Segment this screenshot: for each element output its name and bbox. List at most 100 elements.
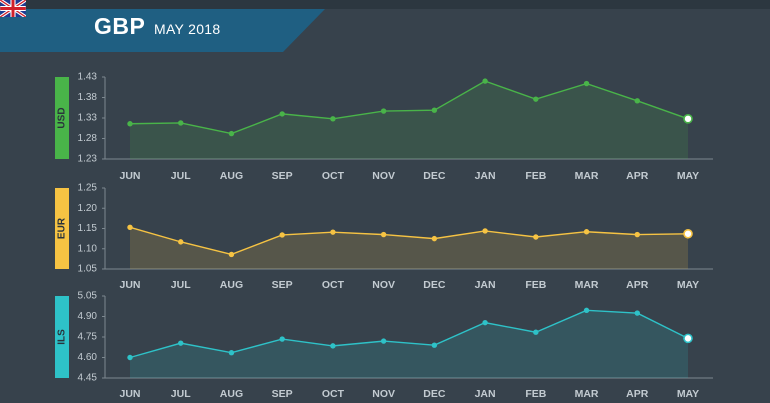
- period-label: MAY 2018: [154, 21, 221, 37]
- x-tick-label: JAN: [475, 170, 496, 182]
- data-point: [533, 234, 539, 240]
- data-point: [583, 229, 590, 235]
- series-tab: [55, 77, 69, 159]
- data-point: [330, 116, 336, 122]
- data-point-latest: [683, 228, 693, 239]
- y-tick-label: 1.10: [78, 243, 98, 254]
- x-tick-label: MAY: [677, 170, 699, 182]
- x-tick-label: APR: [626, 388, 649, 400]
- data-point-latest: [683, 333, 693, 344]
- x-tick-label: JUN: [119, 279, 140, 291]
- data-point: [482, 78, 488, 84]
- y-tick-label: 1.28: [78, 133, 98, 144]
- series-tab: [55, 296, 69, 378]
- x-tick-label: FEB: [525, 279, 546, 291]
- x-tick-label: JUL: [171, 388, 191, 400]
- y-tick-label: 4.75: [78, 332, 98, 343]
- data-point: [431, 107, 438, 113]
- x-tick-label: MAY: [677, 279, 699, 291]
- data-point: [127, 224, 133, 230]
- y-tick-label: 1.15: [78, 223, 98, 234]
- series-line: [129, 226, 689, 256]
- series-line: [129, 309, 689, 359]
- y-tick-label: 1.33: [78, 113, 98, 124]
- top-band: [0, 0, 770, 9]
- data-point: [228, 130, 235, 137]
- series-area: [130, 227, 688, 269]
- data-point: [431, 342, 438, 348]
- series-tab: [55, 188, 69, 269]
- x-tick-label: JUL: [171, 279, 191, 291]
- x-tick-label: SEP: [272, 170, 293, 182]
- x-tick-label: MAR: [575, 170, 599, 182]
- x-tick-label: DEC: [423, 388, 446, 400]
- data-point: [127, 121, 133, 127]
- header-band: [0, 9, 325, 52]
- y-tick-label: 1.38: [78, 92, 98, 103]
- y-tick-label: 4.90: [78, 311, 98, 322]
- x-tick-label: APR: [626, 170, 649, 182]
- panel-eur: EUR 1.25 1.20 1.15 1.10 1.05 JUN JUL AUG SEP OCT NO…: [55, 183, 713, 291]
- data-point: [279, 232, 285, 238]
- panel-ils: ILS 5.05 4.90 4.75 4.60 4.45 JUN JUL AUG SEP OCT NO…: [55, 291, 713, 400]
- data-point: [228, 251, 235, 258]
- x-tick-label: NOV: [372, 388, 395, 400]
- y-tick-label: 5.05: [78, 291, 98, 302]
- series-label: EUR: [57, 217, 68, 239]
- data-point-latest: [683, 114, 693, 124]
- data-point: [634, 98, 640, 104]
- series-label: ILS: [57, 329, 68, 345]
- data-point: [178, 120, 184, 126]
- y-tick-label: 4.45: [78, 373, 98, 384]
- x-tick-label: OCT: [322, 279, 345, 291]
- x-tick-label: JAN: [475, 279, 496, 291]
- x-tick-label: MAR: [575, 388, 599, 400]
- x-tick-label: OCT: [322, 388, 345, 400]
- x-tick-label: APR: [626, 279, 649, 291]
- x-tick-label: AUG: [220, 170, 243, 182]
- data-point: [533, 96, 539, 102]
- data-point: [330, 343, 336, 349]
- y-tick-label: 1.23: [78, 154, 98, 165]
- data-point: [634, 310, 640, 316]
- data-point: [380, 108, 387, 114]
- x-tick-label: DEC: [423, 170, 446, 182]
- data-point: [482, 319, 488, 326]
- x-tick-label: FEB: [525, 388, 546, 400]
- y-tick-label: 1.43: [78, 72, 98, 83]
- x-tick-label: JUN: [119, 388, 140, 400]
- x-tick-label: AUG: [220, 388, 243, 400]
- data-point: [533, 329, 539, 335]
- x-tick-label: MAY: [677, 388, 699, 400]
- data-point: [380, 338, 387, 344]
- y-tick-label: 1.25: [78, 183, 98, 194]
- data-point: [178, 239, 184, 245]
- header: GBP MAY 2018: [0, 0, 770, 52]
- series-label: USD: [57, 107, 68, 128]
- uk-flag-icon: [0, 0, 26, 17]
- data-point: [178, 340, 184, 346]
- x-tick-label: NOV: [372, 279, 395, 291]
- x-tick-label: FEB: [525, 170, 546, 182]
- data-point: [583, 80, 590, 87]
- x-tick-label: SEP: [272, 279, 293, 291]
- x-tick-label: NOV: [372, 170, 395, 182]
- y-tick-label: 4.60: [78, 352, 98, 363]
- data-point: [279, 336, 285, 342]
- data-point: [380, 231, 387, 238]
- series-line: [129, 80, 689, 135]
- x-tick-label: JAN: [475, 388, 496, 400]
- data-point: [279, 111, 285, 117]
- x-tick-label: DEC: [423, 279, 446, 291]
- x-tick-label: SEP: [272, 388, 293, 400]
- panel-usd: USD 1.43 1.38 1.33 1.28 1.23 JUN JUL AUG SEP OCT NO…: [55, 72, 713, 182]
- data-point: [482, 228, 488, 234]
- data-point: [634, 231, 640, 238]
- x-tick-label: JUL: [171, 170, 191, 182]
- data-point: [431, 235, 438, 242]
- data-point: [330, 229, 336, 235]
- y-tick-label: 1.05: [78, 264, 98, 275]
- data-point: [228, 350, 235, 356]
- x-tick-label: AUG: [220, 279, 243, 291]
